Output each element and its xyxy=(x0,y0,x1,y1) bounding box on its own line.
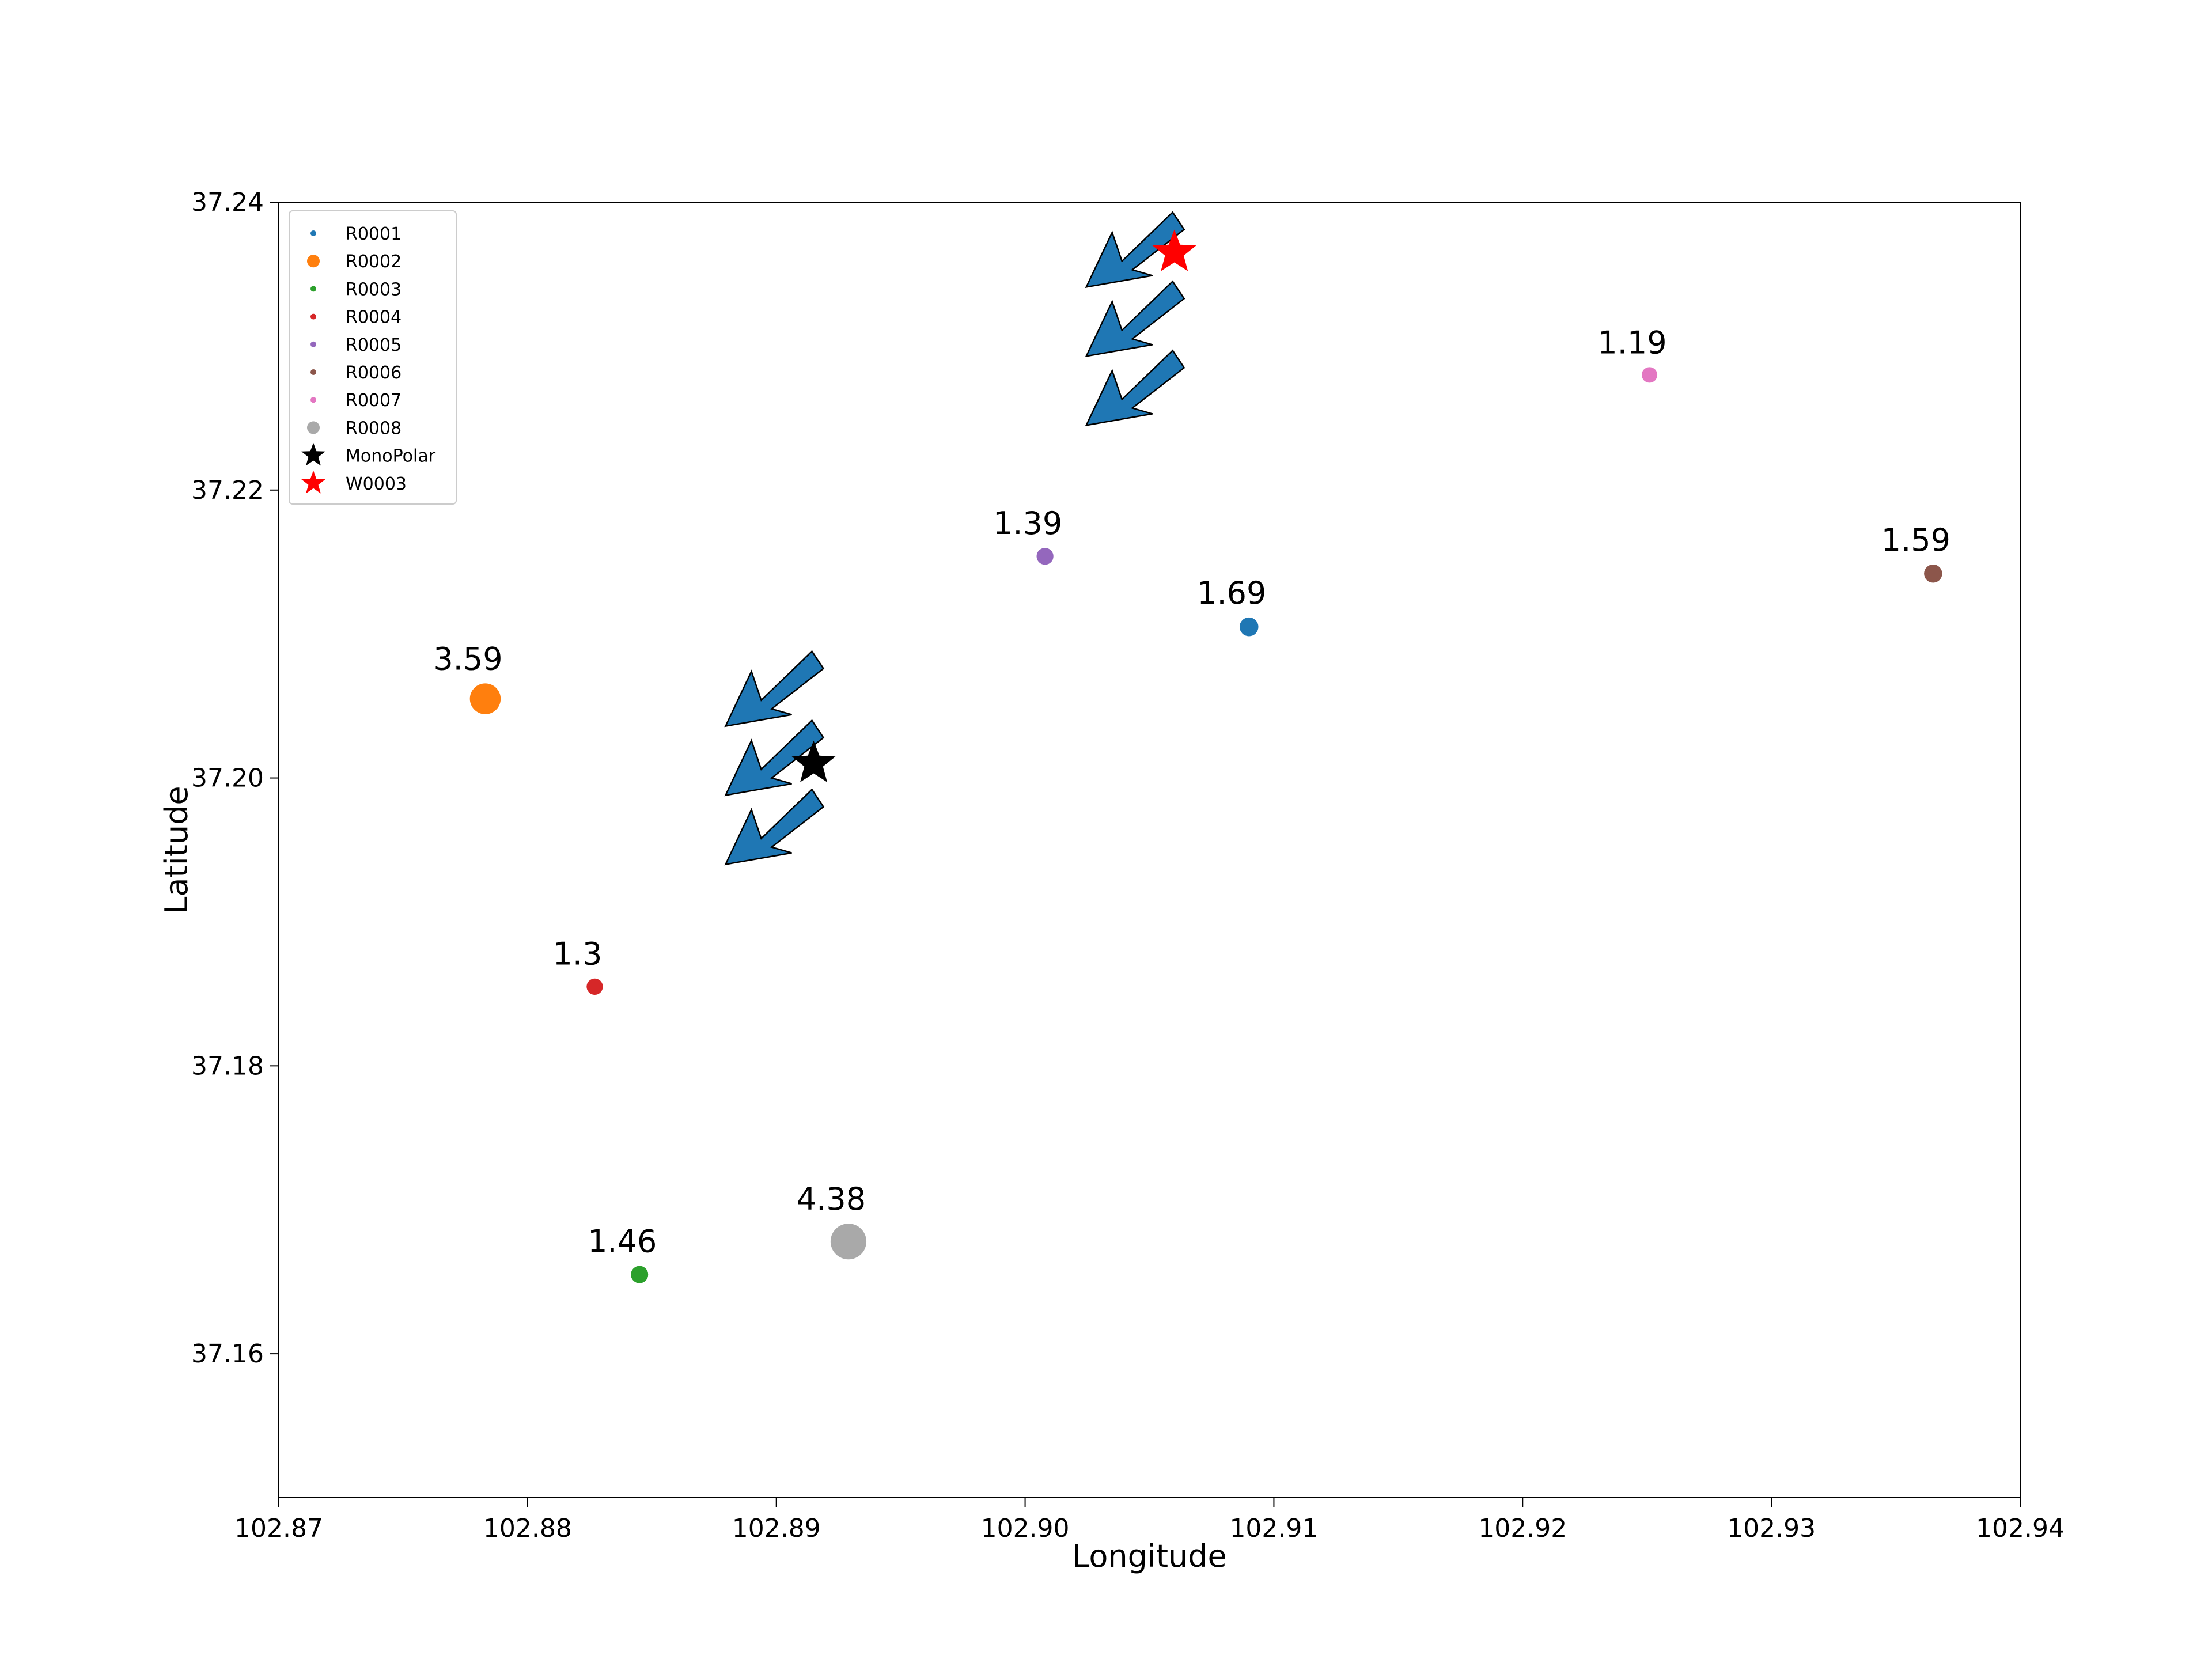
legend: R0001 R0002 R0003 R0004 R0005 R0006 R0007 R0008… xyxy=(289,210,457,505)
star-marker-monopolar xyxy=(791,740,836,782)
x-tick-label: 102.90 xyxy=(981,1514,1070,1543)
legend-label-r0001: R0001 xyxy=(346,224,402,244)
legend-marker-r0006 xyxy=(310,369,316,375)
x-tick-label: 102.94 xyxy=(1976,1514,2065,1543)
legend-label-monopolar: MonoPolar xyxy=(346,446,436,467)
legend-marker-r0008 xyxy=(307,421,320,434)
legend-marker-r0002 xyxy=(307,255,320,268)
point-label-r0008: 4.38 xyxy=(797,1181,866,1217)
point-r0001 xyxy=(1239,617,1259,637)
y-tick-label: 37.24 xyxy=(191,188,264,217)
legend-label-r0005: R0005 xyxy=(346,335,402,355)
legend-label-w0003: W0003 xyxy=(346,474,407,494)
wind-arrow xyxy=(724,788,825,866)
legend-box xyxy=(289,210,457,505)
legend-label-r0002: R0002 xyxy=(346,252,402,272)
point-label-r0006: 1.59 xyxy=(1881,522,1950,558)
legend-marker-monopolar xyxy=(301,442,325,466)
point-r0003 xyxy=(631,1266,649,1283)
point-r0008 xyxy=(830,1224,867,1260)
point-label-r0007: 1.19 xyxy=(1597,324,1666,361)
point-r0007 xyxy=(1641,367,1658,383)
point-label-r0003: 1.46 xyxy=(588,1224,657,1260)
wind-arrow xyxy=(724,719,825,797)
x-tick-label: 102.87 xyxy=(234,1514,323,1543)
data-points: 1.69 3.59 1.46 1.3 1.39 1.59 1.19 4.38 xyxy=(433,229,1950,1283)
axis-ticks: 102.87 102.88 102.89 102.90 102.91 102.92 102.… xyxy=(191,188,2065,1543)
x-tick-label: 102.89 xyxy=(732,1514,821,1543)
y-tick-label: 37.22 xyxy=(191,476,264,505)
legend-marker-r0007 xyxy=(310,397,316,403)
legend-marker-r0005 xyxy=(310,341,316,347)
y-axis-label: Latitude xyxy=(158,786,195,914)
star-marker-w0003 xyxy=(1152,229,1196,271)
point-r0005 xyxy=(1036,548,1054,565)
point-label-r0005: 1.39 xyxy=(993,505,1062,541)
legend-label-r0008: R0008 xyxy=(346,418,402,438)
point-r0002 xyxy=(469,683,501,714)
x-axis-label: Longitude xyxy=(1072,1538,1227,1574)
legend-label-r0006: R0006 xyxy=(346,363,402,383)
wind-arrow xyxy=(1085,280,1185,358)
wind-arrow xyxy=(724,650,825,728)
y-tick-label: 37.18 xyxy=(191,1051,264,1081)
plot-area xyxy=(278,202,2021,1498)
wind-arrows xyxy=(724,211,1185,866)
point-r0004 xyxy=(586,978,603,995)
point-label-r0004: 1.3 xyxy=(553,936,603,972)
point-label-r0002: 3.59 xyxy=(433,641,502,677)
legend-label-r0007: R0007 xyxy=(346,391,402,411)
x-tick-label: 102.93 xyxy=(1727,1514,1816,1543)
legend-label-r0004: R0004 xyxy=(346,308,402,328)
legend-marker-w0003 xyxy=(301,470,325,494)
legend-marker-r0001 xyxy=(310,230,316,236)
wind-arrow xyxy=(1085,211,1185,289)
legend-label-r0003: R0003 xyxy=(346,279,402,300)
y-tick-label: 37.16 xyxy=(191,1339,264,1369)
point-r0006 xyxy=(1924,564,1942,583)
wind-arrow xyxy=(1085,349,1185,427)
y-tick-label: 37.20 xyxy=(191,764,264,793)
x-tick-label: 102.92 xyxy=(1478,1514,1567,1543)
x-tick-label: 102.88 xyxy=(483,1514,572,1543)
legend-marker-r0004 xyxy=(310,313,316,320)
legend-marker-r0003 xyxy=(310,286,316,292)
point-label-r0001: 1.69 xyxy=(1197,575,1266,611)
x-tick-label: 102.91 xyxy=(1229,1514,1318,1543)
